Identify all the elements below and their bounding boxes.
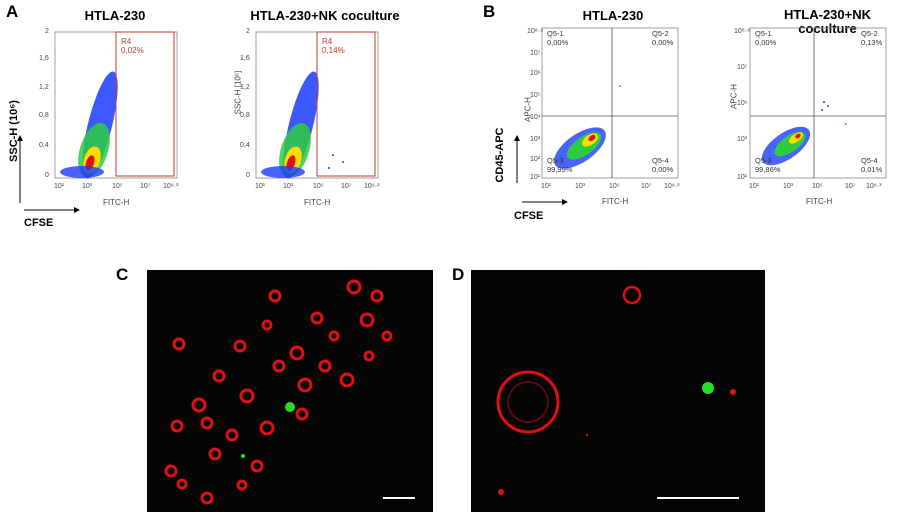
x-axis-name: FITC-H xyxy=(304,198,331,207)
y-tick: 10¹ xyxy=(530,174,541,181)
panel-c-letter: C xyxy=(116,265,129,284)
y-tick: 1,2 xyxy=(39,84,49,91)
y-tick: 1,6 xyxy=(240,55,250,62)
gate-value: 0,14% xyxy=(322,46,345,55)
quadrant-q5-1-value: 0,00% xyxy=(547,38,569,47)
quadrant-q5-2-value: 0,00% xyxy=(652,38,674,47)
y-tick: 1,2 xyxy=(240,84,250,91)
x-tick: 10⁷ xyxy=(341,183,352,190)
x-tick: 10⁹·³ xyxy=(163,183,179,190)
y-tick: 10⁷ xyxy=(530,50,541,57)
x-tick: 10¹ xyxy=(54,183,65,190)
x-tick: 10⁷ xyxy=(641,183,652,190)
panel-b-plot2-title: HTLA-230+NK coculture xyxy=(783,7,872,36)
x-tick: 10⁵ xyxy=(313,183,324,190)
quadrant-q5-3-name: Q5-3 xyxy=(755,156,772,165)
x-tick: 10³ xyxy=(82,183,93,190)
quadrant-q5-4-name: Q5-4 xyxy=(652,156,669,165)
panel-d-micrograph xyxy=(471,270,765,512)
x-tick: 10⁷ xyxy=(140,183,151,190)
y-tick: 0,4 xyxy=(240,142,250,149)
y-tick: 10¹ xyxy=(737,174,748,181)
gate-value: 0,02% xyxy=(121,46,144,55)
panel-a-plot2 xyxy=(255,31,379,179)
quadrant-q5-1-name: Q5-1 xyxy=(755,29,772,38)
quadrant-q5-2-name: Q5-2 xyxy=(652,29,669,38)
panel-b-plot1 xyxy=(541,27,679,179)
panel-a-xlabel: CFSE xyxy=(24,217,54,229)
panel-d-letter: D xyxy=(452,265,465,284)
x-tick: 10⁹·³ xyxy=(866,183,882,190)
x-tick: 10⁵ xyxy=(812,183,823,190)
y-tick: 10² xyxy=(530,156,541,163)
y-tick: 10³ xyxy=(737,136,748,143)
panel-a-plot1 xyxy=(54,31,178,179)
y-tick: 1,6 xyxy=(39,55,49,62)
gate-name: R4 xyxy=(322,37,333,46)
density-cloud xyxy=(261,71,344,179)
y-axis-name: SSC-H [10⁶] xyxy=(233,70,243,115)
panel-a-plot1-title: HTLA-230 xyxy=(84,8,146,23)
panel-a-plot2-title: HTLA-230+NK coculture xyxy=(250,8,400,23)
x-tick: 10¹ xyxy=(749,183,760,190)
quadrant-q5-3-value: 99,86% xyxy=(755,165,781,174)
y-axis-name: APC-H xyxy=(729,84,739,109)
x-axis-name: FITC-H xyxy=(806,197,833,206)
panel-a-yarrow xyxy=(17,135,23,203)
y-tick: 0,4 xyxy=(39,142,49,149)
x-axis-name: FITC-H xyxy=(103,198,130,207)
x-tick: 10³ xyxy=(783,183,794,190)
y-tick: 2 xyxy=(246,28,250,35)
x-tick: 10⁷ xyxy=(845,183,856,190)
quadrant-q5-1-value: 0,00% xyxy=(755,38,777,47)
panel-b-ylabel: CD45-APC xyxy=(494,127,506,183)
y-tick: 0 xyxy=(246,172,250,179)
y-tick: 10⁵ xyxy=(530,92,541,99)
panel-b-plot2 xyxy=(749,27,887,179)
panel-b-xlabel: CFSE xyxy=(514,210,544,222)
x-axis-name: FITC-H xyxy=(602,197,629,206)
y-tick: 10⁶ xyxy=(530,70,541,77)
x-tick: 10¹ xyxy=(541,183,552,190)
quadrant-q5-4-value: 0,01% xyxy=(861,165,883,174)
x-tick: 10⁹·³ xyxy=(364,183,380,190)
panel-b-xarrow xyxy=(522,199,568,205)
panel-c-micrograph xyxy=(147,270,433,512)
y-tick: 2 xyxy=(45,28,49,35)
x-tick: 10⁹·³ xyxy=(664,183,680,190)
quadrant-q5-3-value: 99,99% xyxy=(547,165,573,174)
x-tick: 10¹ xyxy=(255,183,266,190)
y-tick: 10⁵ xyxy=(737,100,748,107)
y-tick: 0 xyxy=(45,172,49,179)
quadrant-q5-4-name: Q5-4 xyxy=(861,156,878,165)
quadrant-q5-2-name: Q5-2 xyxy=(861,29,878,38)
y-tick: 10⁸·⁹ xyxy=(734,28,751,35)
panel-a-xarrow xyxy=(24,207,80,213)
quadrant-q5-3-name: Q5-3 xyxy=(547,156,564,165)
panel-a-letter: A xyxy=(6,2,19,21)
y-tick: 10⁴ xyxy=(530,114,541,121)
panel-b-plot1-title: HTLA-230 xyxy=(582,8,644,23)
x-tick: 10⁵ xyxy=(609,183,620,190)
y-tick: 0,8 xyxy=(240,112,250,119)
density-cloud xyxy=(554,127,606,169)
density-cloud xyxy=(60,71,118,179)
x-tick: 10³ xyxy=(575,183,586,190)
y-tick: 10⁷ xyxy=(737,64,748,71)
quadrant-q5-4-value: 0,00% xyxy=(652,165,674,174)
x-tick: 10⁵ xyxy=(112,183,123,190)
y-tick: 10³ xyxy=(530,136,541,143)
panel-b-letter: B xyxy=(483,2,496,21)
y-axis-name: APC-H xyxy=(523,97,533,122)
y-tick: 0,8 xyxy=(39,112,49,119)
gate-r4 xyxy=(316,31,376,177)
panel-b-yarrow xyxy=(514,135,520,183)
density-cloud xyxy=(761,101,847,166)
gate-r4 xyxy=(115,31,175,177)
y-tick: 10⁸·⁹ xyxy=(527,28,544,35)
gate-name: R4 xyxy=(121,37,132,46)
quadrant-q5-1-name: Q5-1 xyxy=(547,29,564,38)
quadrant-q5-2-value: 0,13% xyxy=(861,38,883,47)
x-tick: 10³ xyxy=(283,183,294,190)
